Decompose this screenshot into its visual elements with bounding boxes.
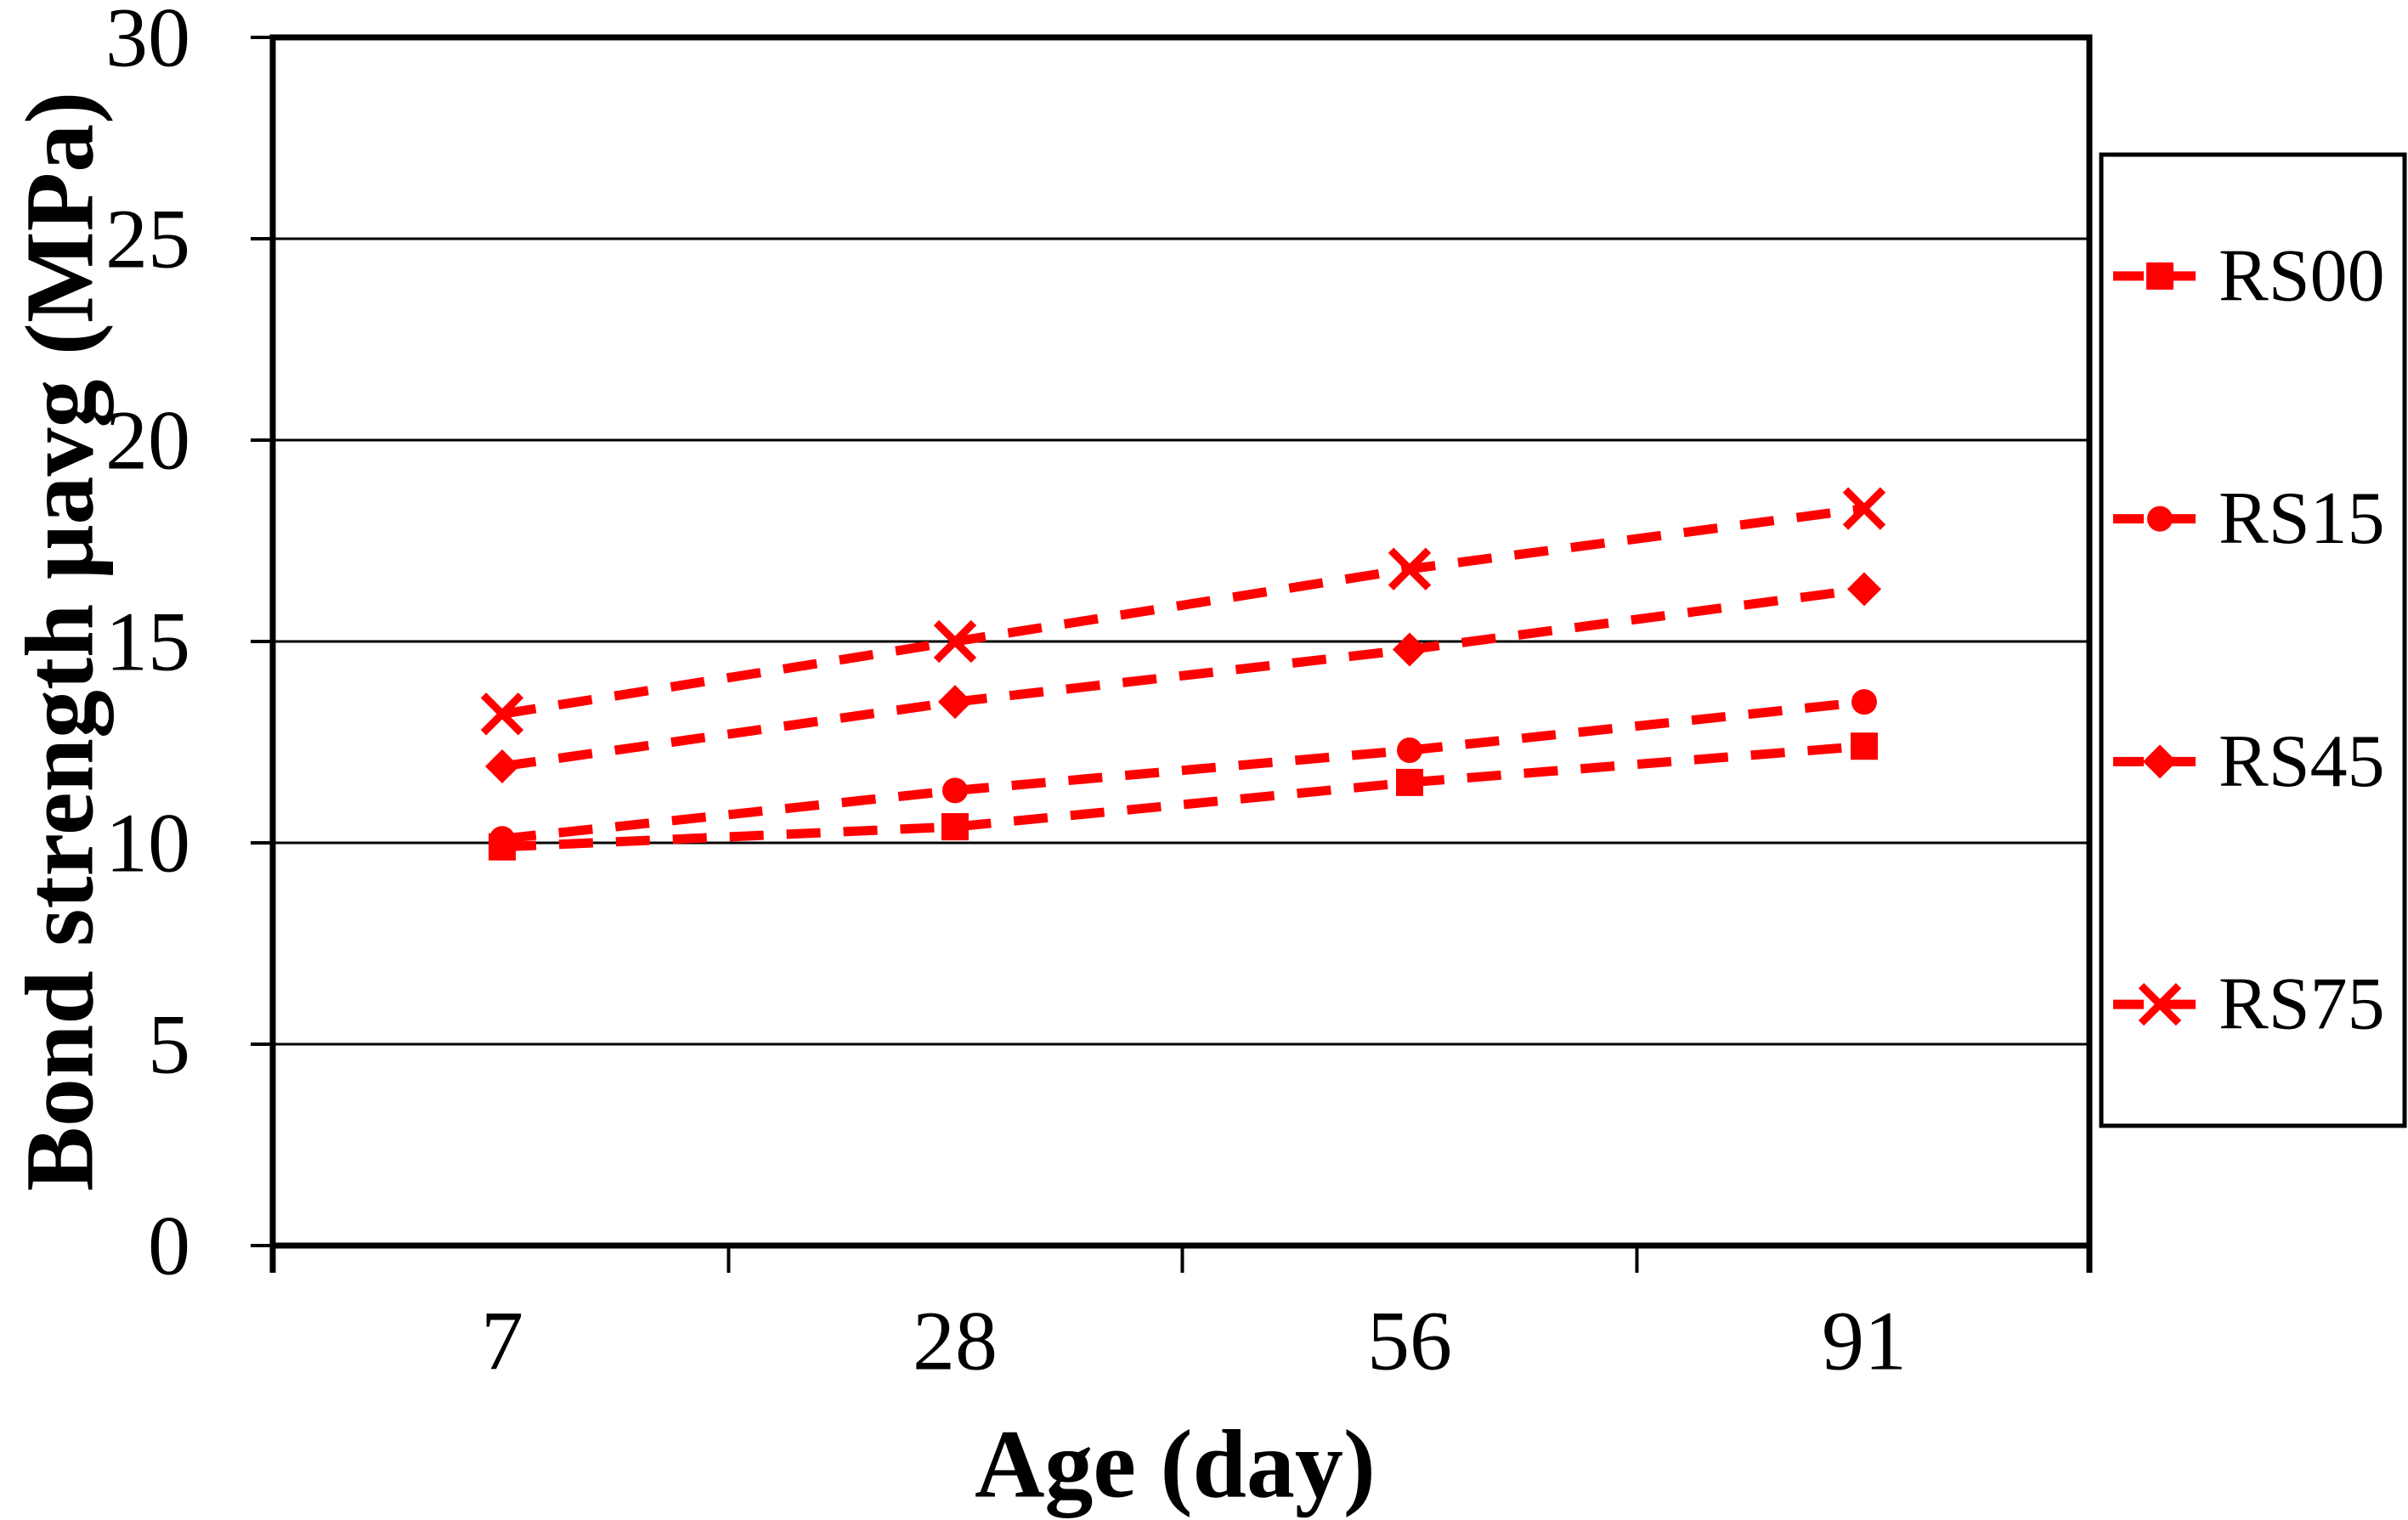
series-RS15-pt0-circle-marker xyxy=(489,826,515,852)
y-tick-label-15: 15 xyxy=(105,595,190,689)
y-tick-label-25: 25 xyxy=(105,192,190,286)
legend-box xyxy=(2099,152,2407,1128)
legend-entry-RS75: RS75 xyxy=(2113,963,2385,1046)
legend-label-RS15: RS15 xyxy=(2219,477,2385,560)
series-RS00 xyxy=(489,732,1878,861)
series-RS75-pt2-x-marker xyxy=(1388,547,1432,590)
series-RS75-pt1-x-marker xyxy=(933,619,977,664)
legend-RS15-circle-marker xyxy=(2147,506,2173,532)
series-RS45-line xyxy=(501,584,1865,771)
x-tick-label-56: 56 xyxy=(1367,1294,1452,1388)
series-RS15 xyxy=(489,689,1877,852)
series-layer xyxy=(480,487,1886,861)
y-tick-label-20: 20 xyxy=(105,393,190,488)
y-tick-label-10: 10 xyxy=(105,796,190,890)
legend: RS00 RS15 RS45 RS75 xyxy=(2099,152,2407,1128)
legend-entry-RS15: RS15 xyxy=(2113,477,2385,560)
series-RS45 xyxy=(485,572,1881,783)
legend-RS45-diamond-marker xyxy=(2143,744,2177,779)
series-RS75 xyxy=(480,487,1886,736)
series-RS75-pt0-x-marker xyxy=(480,692,524,736)
legend-label-RS75: RS75 xyxy=(2219,963,2385,1046)
x-tick-label-28: 28 xyxy=(913,1294,998,1388)
legend-entry-RS00: RS00 xyxy=(2113,234,2385,317)
x-tick-label-91: 91 xyxy=(1822,1294,1907,1388)
series-RS15-line xyxy=(501,697,1865,844)
x-tick-label-7: 7 xyxy=(481,1294,523,1388)
y-tick-label-30: 30 xyxy=(105,0,190,85)
y-axis-title: Bond strength μavg (MPa) xyxy=(6,92,114,1191)
series-RS15-pt3-circle-marker xyxy=(1851,689,1877,715)
legend-label-RS00: RS00 xyxy=(2219,234,2385,317)
series-RS45-pt3-diamond-marker xyxy=(1847,572,1881,607)
y-tick-label-5: 5 xyxy=(148,997,190,1092)
series-RS15-pt2-circle-marker xyxy=(1397,737,1422,763)
series-RS75-pt3-x-marker xyxy=(1842,487,1886,530)
series-RS75-line xyxy=(501,504,1865,719)
x-axis-title: Age (day) xyxy=(975,1410,1376,1518)
legend-label-RS45: RS45 xyxy=(2219,720,2385,803)
tick-labels-layer: 0 5 10 15 20 25 30 7 28 56 91 xyxy=(105,0,1907,1388)
y-tick-label-0: 0 xyxy=(148,1199,190,1293)
series-RS45-pt0-diamond-marker xyxy=(485,749,519,783)
legend-entry-RS45: RS45 xyxy=(2113,720,2385,803)
series-RS15-pt1-circle-marker xyxy=(942,777,968,804)
legend-RS75-x-marker xyxy=(2138,982,2182,1026)
axes-layer xyxy=(251,34,2093,1273)
series-RS45-pt1-diamond-marker xyxy=(938,685,972,720)
series-RS00-pt3-square-marker xyxy=(1851,732,1878,760)
legend-RS00-square-marker xyxy=(2146,262,2173,290)
series-RS00-pt2-square-marker xyxy=(1396,768,1423,796)
series-RS00-pt1-square-marker xyxy=(941,813,969,841)
series-RS45-pt2-diamond-marker xyxy=(1393,632,1427,667)
